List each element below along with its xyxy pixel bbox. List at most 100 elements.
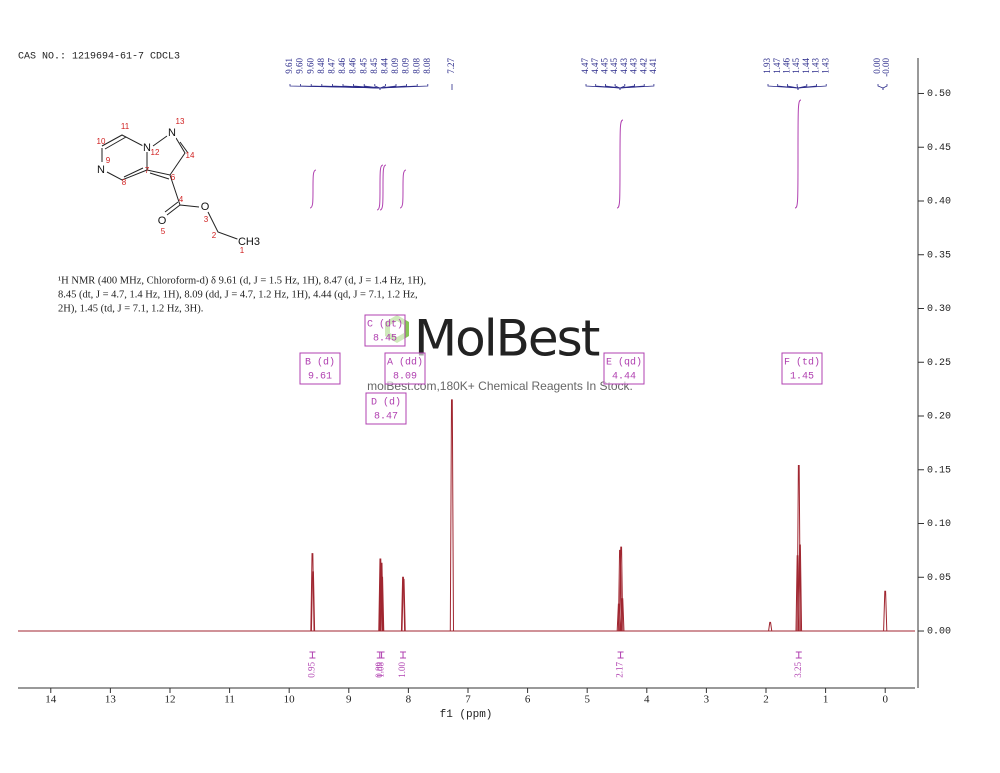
atom-number: 9 bbox=[106, 156, 111, 165]
peak-label: 9.60 bbox=[305, 58, 315, 74]
peak bbox=[449, 399, 454, 632]
peak-label: 4.43 bbox=[619, 58, 629, 74]
integral-bracket bbox=[400, 651, 407, 659]
peak-label-connector bbox=[619, 84, 655, 90]
x-tick-label: 1 bbox=[823, 694, 829, 706]
peak bbox=[400, 576, 406, 632]
peak-label-connector bbox=[882, 84, 888, 90]
peak-label: 8.46 bbox=[348, 58, 358, 74]
peak-label: 4.45 bbox=[609, 58, 619, 74]
x-tick-label: 7 bbox=[465, 694, 471, 706]
atom-number: 12 bbox=[151, 148, 160, 157]
peak bbox=[620, 598, 625, 632]
atom-number: 5 bbox=[161, 227, 166, 236]
peak-label: 1.47 bbox=[772, 58, 782, 74]
peak-label: 1.93 bbox=[762, 58, 772, 74]
peak bbox=[380, 576, 385, 632]
peak-label: 8.45 bbox=[369, 58, 379, 74]
structure bbox=[101, 134, 241, 241]
peak-label-connector bbox=[619, 84, 626, 90]
y-tick-label: 0.50 bbox=[927, 89, 951, 100]
peak-label: 1.46 bbox=[781, 58, 791, 74]
atom-number: 7 bbox=[145, 166, 150, 175]
multiplet-box bbox=[364, 314, 406, 347]
y-tick-label: 0.15 bbox=[927, 465, 951, 476]
peak bbox=[310, 571, 316, 632]
peak-label-connector bbox=[614, 84, 621, 90]
y-tick-label: 0.10 bbox=[927, 519, 951, 530]
peak-label: 8.47 bbox=[326, 58, 336, 74]
multiplet-shift: 9.61 bbox=[308, 372, 332, 383]
multiplet-shift: 4.44 bbox=[612, 372, 636, 383]
peak-label: 9.60 bbox=[295, 58, 305, 74]
peak-label: 4.41 bbox=[648, 58, 658, 74]
integral-bracket bbox=[617, 651, 624, 659]
y-tick-label: 0.05 bbox=[927, 573, 951, 584]
peak bbox=[768, 621, 773, 632]
multiplet-name: B (d) bbox=[305, 357, 335, 369]
watermark-tagline: molBest.com,180K+ Chemical Reagents In S… bbox=[367, 379, 633, 393]
peak-label: 8.09 bbox=[390, 58, 400, 74]
multiplet-box bbox=[384, 352, 426, 385]
peak-label: 1.43 bbox=[820, 58, 830, 74]
peak-label: 8.44 bbox=[379, 58, 389, 74]
x-tick-label: 4 bbox=[644, 694, 650, 706]
atom-number: 4 bbox=[179, 195, 184, 204]
y-tick-label: 0.35 bbox=[927, 250, 951, 261]
multiplet-name: F (td) bbox=[784, 357, 820, 369]
atom-number: 11 bbox=[121, 122, 130, 131]
peak-label: 8.45 bbox=[358, 58, 368, 74]
peak bbox=[619, 546, 624, 632]
x-tick-label: 8 bbox=[406, 694, 412, 706]
peak bbox=[617, 549, 623, 632]
multiplet-shift: 8.09 bbox=[393, 372, 417, 383]
peak-label: 4.47 bbox=[590, 58, 600, 74]
nmr-description: 2H), 1.45 (td, J = 7.1, 1.2 Hz, 3H). bbox=[58, 303, 203, 314]
integral-label: 2.17 bbox=[615, 662, 625, 678]
integral-curve bbox=[379, 164, 387, 211]
multiplet-box bbox=[299, 352, 341, 385]
atom-label: N bbox=[97, 164, 105, 176]
bonds bbox=[101, 134, 241, 241]
peak-label-connector bbox=[379, 84, 429, 90]
peak-label: 7.27 bbox=[446, 58, 456, 74]
atom-label: O bbox=[158, 215, 167, 227]
peak-label: 1.43 bbox=[811, 58, 821, 74]
nmr-description: 8.45 (dt, J = 4.7, 1.4 Hz, 1H), 8.09 (dd… bbox=[58, 289, 418, 300]
y-tick-label: 0.00 bbox=[927, 627, 951, 638]
x-tick-label: 6 bbox=[525, 694, 531, 706]
peak-label: 8.09 bbox=[401, 58, 411, 74]
integral-curve bbox=[399, 169, 407, 209]
peak-label: 4.47 bbox=[580, 58, 590, 74]
peak-label: 8.46 bbox=[337, 58, 347, 74]
integral-bracket bbox=[795, 651, 802, 659]
peak-label: 1.44 bbox=[801, 58, 811, 74]
x-axis-label: f1 (ppm) bbox=[440, 709, 493, 721]
x-tick-label: 12 bbox=[164, 694, 175, 706]
atom-number: 8 bbox=[122, 178, 127, 187]
integral-label: 3.25 bbox=[793, 662, 803, 678]
peak-label: -0.00 bbox=[881, 58, 891, 77]
peak-label: 0.00 bbox=[872, 58, 882, 74]
atom-number: 3 bbox=[204, 215, 209, 224]
peak-label: 8.08 bbox=[411, 58, 421, 74]
atom-number: 10 bbox=[97, 137, 106, 146]
multiplet-box bbox=[603, 352, 645, 385]
multiplet-name: C (dt) bbox=[367, 319, 403, 331]
y-tick-label: 0.25 bbox=[927, 358, 951, 369]
multiplet-shift: 8.45 bbox=[373, 334, 397, 345]
peak bbox=[401, 578, 406, 632]
multiplet-shift: 8.47 bbox=[374, 412, 398, 423]
multiplet-name: E (qd) bbox=[606, 357, 642, 369]
atom-label: O bbox=[201, 201, 210, 213]
integral-bracket bbox=[309, 651, 316, 659]
x-tick-label: 11 bbox=[224, 694, 235, 706]
x-tick-label: 9 bbox=[346, 694, 352, 706]
multiplet-box bbox=[365, 392, 407, 425]
atom-number: 1 bbox=[240, 246, 245, 255]
atom-number: 2 bbox=[212, 231, 217, 240]
peak-label: 4.42 bbox=[638, 58, 648, 74]
integral-curve bbox=[794, 99, 802, 209]
integral-bracket bbox=[378, 651, 385, 659]
peak bbox=[883, 590, 888, 632]
